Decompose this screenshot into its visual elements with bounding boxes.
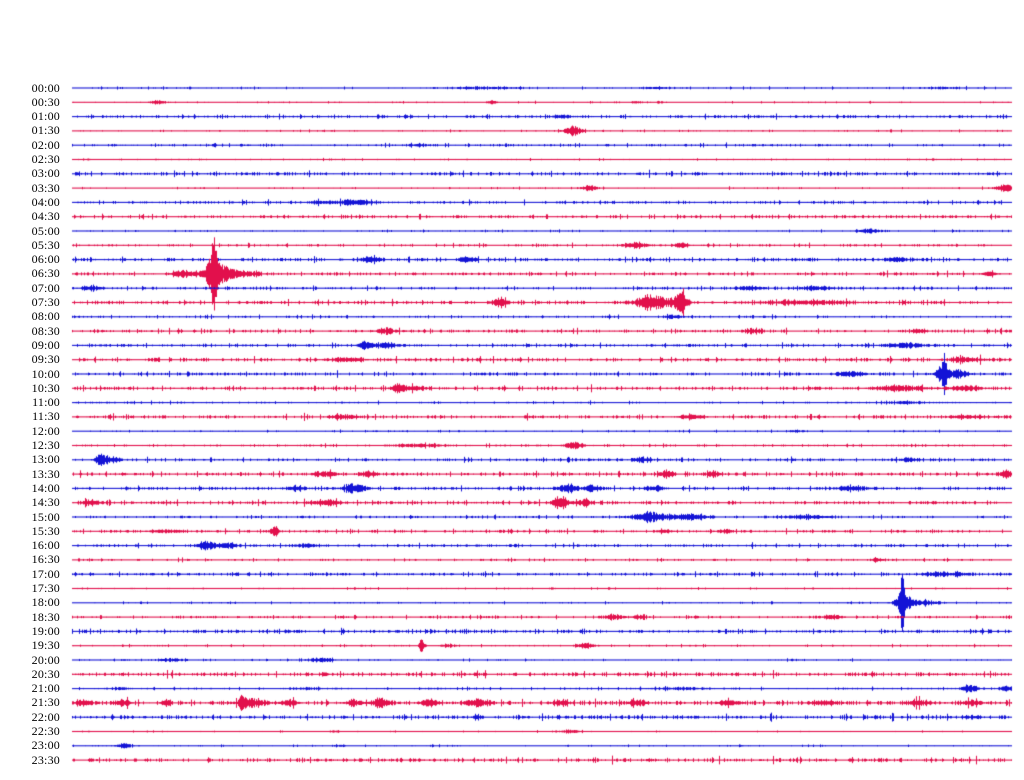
trace-time-label: 12:30 [31,438,60,452]
trace-time-label: 18:30 [31,609,60,624]
trace-time-label: 21:00 [31,681,60,696]
trace-time-label: 05:30 [31,237,60,252]
trace-time-label: 23:00 [31,738,60,753]
trace-time-label: 04:00 [31,194,60,209]
trace-time-label: 15:00 [31,509,60,524]
trace-time-label: 05:00 [31,223,60,238]
trace-time-label: 00:00 [31,80,60,95]
trace-time-label: 17:30 [31,581,60,595]
trace-time-label: 21:30 [31,695,60,710]
trace-time-label: 08:00 [31,309,60,324]
trace-time-label: 13:30 [31,466,60,481]
trace-time-label: 04:30 [31,209,60,224]
trace-time-label: 15:30 [31,523,60,538]
trace-time-label: 01:30 [31,123,60,138]
trace-time-label: 07:30 [31,295,60,309]
trace-time-label: 20:00 [31,652,60,667]
trace-time-label: 18:00 [31,595,60,610]
trace-time-label: 11:00 [32,395,60,410]
trace-time-label: 20:30 [31,666,60,681]
trace-time-label: 03:30 [31,180,60,195]
trace-time-label: 13:00 [31,452,60,467]
trace-time-label: 16:30 [31,552,60,567]
trace-time-label: 16:00 [31,538,60,553]
trace-time-label: 14:30 [31,495,60,510]
trace-time-label: 06:00 [31,252,60,267]
trace-time-label: 09:30 [31,352,60,367]
trace-time-label: 23:30 [31,752,60,767]
trace-time-label: 14:00 [31,480,60,495]
trace-time-label: 02:00 [31,137,60,152]
trace-time-label: 11:30 [32,409,60,424]
trace-time-label: 02:30 [31,152,60,166]
trace-time-label: 08:30 [31,323,60,338]
trace-time-label: 10:00 [31,366,60,381]
trace-time-label: 19:00 [31,623,60,638]
trace-time-label: 01:00 [31,109,60,124]
trace-time-label: 19:30 [31,638,60,653]
trace-time-label: 10:30 [31,380,60,395]
trace-time-label: 09:00 [31,337,60,352]
trace-time-label: 00:30 [31,94,60,109]
trace-time-label: 12:00 [31,423,60,438]
trace-time-label: 07:00 [31,280,60,295]
trace-time-label: 17:00 [31,566,60,581]
trace-time-label: 06:30 [31,266,60,281]
trace-time-label: 22:00 [31,709,60,724]
trace-time-label: 22:30 [31,724,60,738]
trace-time-label: 03:00 [31,166,60,181]
